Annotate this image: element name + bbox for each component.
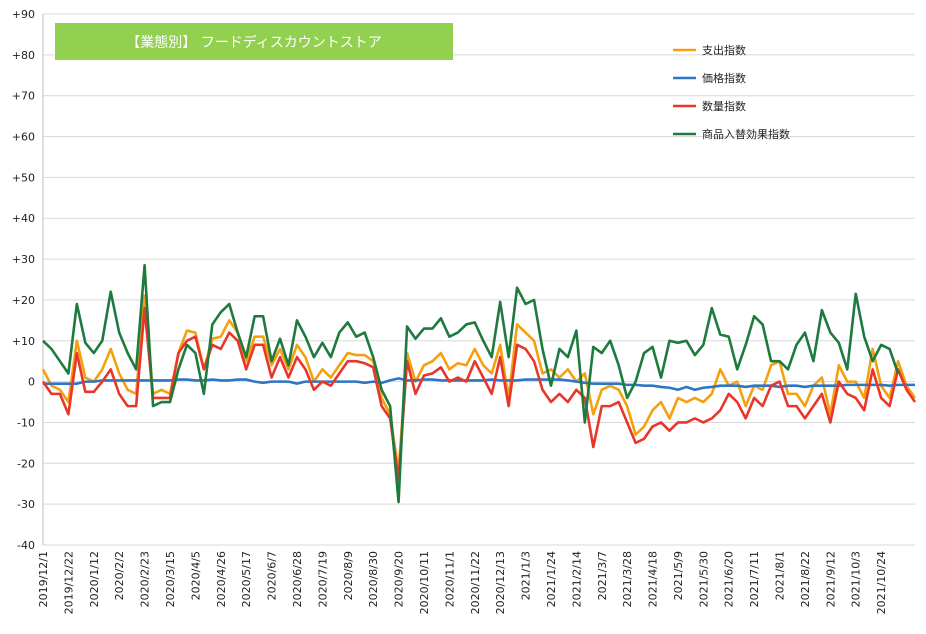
x-tick-label: 2021/6/20 [723, 551, 736, 607]
series-line-0 [41, 294, 917, 473]
x-tick-label: 2021/5/30 [697, 551, 710, 607]
x-tick-label: 2020/1/12 [88, 551, 101, 607]
legend-label: 商品入替効果指数 [702, 127, 790, 141]
y-tick-label: +50 [12, 171, 35, 184]
x-tick-label: 2021/10/24 [875, 551, 888, 614]
y-tick-label: +30 [12, 253, 35, 266]
y-tick-label: -20 [17, 457, 35, 470]
x-tick-label: 2019/12/1 [37, 551, 50, 607]
x-tick-label: 2020/9/20 [393, 551, 406, 607]
x-tick-label: 2021/10/3 [850, 551, 863, 607]
x-axis-tick-labels: 2019/12/1 2019/12/22 2020/1/12 2020/2/2 2020… [37, 551, 888, 614]
x-tick-label: 2020/11/1 [443, 551, 456, 607]
y-tick-label: -40 [17, 539, 35, 552]
x-tick-label: 2020/3/15 [164, 551, 177, 607]
title-background [55, 23, 453, 60]
x-tick-label: 2021/3/7 [596, 551, 609, 600]
x-tick-label: 2020/8/30 [367, 551, 380, 607]
y-tick-label: 0 [28, 376, 35, 389]
chart-title: 【業態別】 フードディスカウントストア [126, 34, 381, 51]
y-tick-label: +40 [12, 212, 35, 225]
series-line-1 [43, 377, 915, 392]
y-tick-label: +60 [12, 131, 35, 144]
y-tick-label: +20 [12, 294, 35, 307]
legend-label: 価格指数 [702, 71, 746, 85]
chart-title-box: 【業態別】 フードディスカウントストア [55, 23, 453, 60]
y-tick-label: +80 [12, 49, 35, 62]
series-lines [41, 263, 917, 504]
y-tick-label: -30 [17, 498, 35, 511]
y-tick-label: +90 [12, 8, 35, 21]
x-tick-label: 2021/8/1 [774, 551, 787, 600]
x-tick-label: 2020/6/7 [266, 551, 279, 600]
x-tick-label: 2021/5/9 [672, 551, 685, 600]
x-tick-label: 2020/8/9 [342, 551, 355, 600]
y-tick-label: -10 [17, 416, 35, 429]
series-line-3 [42, 263, 900, 504]
gridlines [42, 13, 915, 546]
x-tick-label: 2020/7/19 [316, 551, 329, 607]
x-tick-label: 2020/2/2 [113, 551, 126, 600]
x-tick-label: 2021/7/11 [748, 551, 761, 607]
x-tick-label: 2021/2/14 [570, 551, 583, 607]
x-tick-label: 2020/4/26 [215, 551, 228, 607]
x-tick-label: 2021/4/18 [647, 551, 660, 607]
legend-label: 支出指数 [702, 43, 746, 57]
x-tick-label: 2020/2/23 [139, 551, 152, 607]
y-tick-label: +70 [12, 90, 35, 103]
x-tick-label: 2020/4/5 [189, 551, 202, 600]
y-tick-label: +10 [12, 335, 35, 348]
x-tick-label: 2020/12/13 [494, 551, 507, 614]
x-tick-label: 2020/10/11 [418, 551, 431, 614]
x-tick-label: 2020/5/17 [240, 551, 253, 607]
x-tick-label: 2021/9/12 [824, 551, 837, 607]
y-axis-tick-labels: -40 -30 -20 -10 0 +10 +20 +30 +40 +50 +60 +70 +80 +90 [12, 8, 35, 552]
x-tick-label: 2020/11/22 [469, 551, 482, 614]
legend-label: 数量指数 [702, 99, 746, 113]
x-tick-label: 2020/6/28 [291, 551, 304, 607]
x-tick-label: 2021/8/22 [799, 551, 812, 607]
x-tick-label: 2021/1/24 [545, 551, 558, 607]
x-tick-label: 2019/12/22 [62, 551, 75, 614]
series-line-2 [41, 306, 917, 481]
x-tick-label: 2021/3/28 [621, 551, 634, 607]
x-tick-label: 2021/1/3 [520, 551, 533, 600]
